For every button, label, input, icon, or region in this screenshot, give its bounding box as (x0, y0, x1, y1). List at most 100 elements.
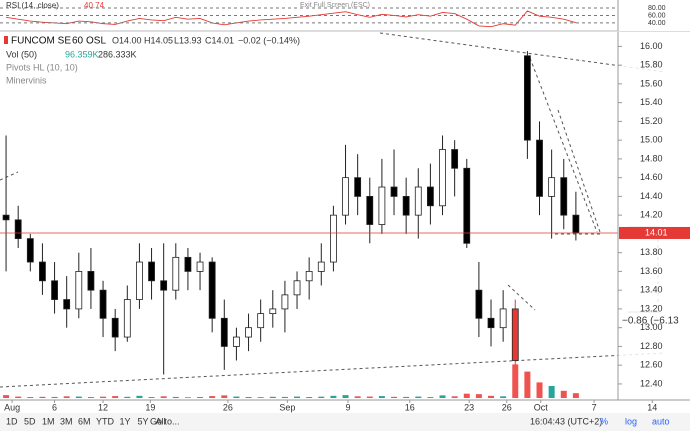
y-tick-label: 15.20 (640, 116, 663, 126)
candle-body (257, 313, 265, 329)
candle-body (451, 149, 459, 169)
x-tick-label: Oct (534, 402, 549, 412)
candle-body (390, 186, 398, 197)
volume-bar (209, 396, 216, 398)
volume-bar (221, 395, 228, 398)
x-tick-label: 23 (464, 402, 474, 412)
volume-bar (233, 396, 240, 398)
scale-option[interactable]: log (625, 416, 637, 426)
y-tick-label: 12.60 (640, 360, 663, 370)
fullscreen-notice[interactable]: Exit Full Screen (ESC) (300, 2, 370, 9)
y-tick-label: 15.00 (640, 135, 663, 145)
range-button[interactable]: 5D (24, 416, 36, 426)
price-axis (618, 32, 690, 400)
range-button[interactable]: All (156, 416, 166, 426)
x-tick-label: Sep (279, 402, 295, 412)
range-button[interactable]: 1D (6, 416, 18, 426)
candle-body (184, 256, 192, 272)
candle-body (475, 289, 483, 319)
y-tick-label: 15.60 (640, 78, 663, 88)
candle-body (572, 214, 580, 234)
volume-bar (378, 396, 385, 398)
candle-body (148, 261, 155, 282)
candle-body (511, 308, 519, 361)
candle-body (39, 261, 46, 282)
volume-bar (306, 397, 313, 398)
interval[interactable]: 60 (72, 36, 84, 47)
candle-body (26, 238, 34, 263)
symbol[interactable]: FUNCOM SE (11, 36, 71, 47)
volume-bar (281, 396, 288, 398)
x-tick-label: 26 (502, 402, 512, 412)
trend-line (0, 352, 666, 388)
range-button[interactable]: 1M (42, 416, 55, 426)
candle-body (281, 294, 289, 310)
x-tick-label: 16 (405, 402, 415, 412)
volume-bar (100, 396, 107, 398)
y-tick-label: 14.40 (640, 191, 663, 201)
scale-option[interactable]: % (600, 416, 608, 426)
candle-body (196, 261, 204, 272)
candle-body (75, 271, 83, 310)
volume-bar (269, 396, 276, 398)
trend-line (529, 57, 598, 233)
candle-body (233, 336, 240, 347)
volume-bar (245, 397, 252, 398)
exchange: OSL (86, 36, 106, 47)
volume-bar (197, 397, 204, 398)
range-button[interactable]: 6M (78, 416, 91, 426)
volume-bar (39, 396, 46, 398)
volume-bar (75, 396, 82, 398)
volume-bar (524, 371, 531, 398)
scale-option[interactable]: auto (652, 416, 670, 426)
candle-body (160, 280, 168, 291)
indicator-name[interactable]: Vol (50) (6, 49, 37, 59)
volume-bar (439, 395, 446, 398)
candle-body (523, 55, 531, 141)
y-tick-label: 12.80 (640, 341, 663, 351)
range-button[interactable]: 3M (60, 416, 73, 426)
volume-bar (15, 396, 22, 398)
x-tick-label: 26 (223, 402, 233, 412)
candle-body (136, 261, 143, 300)
volume-bar (512, 364, 519, 398)
y-tick-label: 13.40 (640, 285, 663, 295)
candle-body (366, 196, 374, 225)
volume-bar (475, 394, 482, 398)
ohlc-high: H14.05 (144, 35, 173, 45)
volume-bar (572, 393, 579, 398)
ohlc-open: O14.00 (112, 35, 142, 45)
y-tick-label: 14.20 (640, 210, 663, 220)
candle-body (414, 186, 422, 216)
volume-bar (148, 397, 155, 398)
volume-bar (318, 396, 325, 398)
volume-bar (172, 396, 179, 398)
indicator-name[interactable]: Minervinis (6, 75, 47, 85)
candle-body (111, 317, 119, 338)
volume-bar (463, 393, 470, 398)
ohlc-low: L13.93 (174, 35, 202, 45)
rsi-title: RSI (14, close) (6, 1, 59, 10)
range-button[interactable]: 5Y (138, 416, 149, 426)
volume-bar (330, 395, 337, 398)
candle-body (439, 149, 446, 207)
candle-body (487, 317, 495, 329)
rsi-value: 40.74 (84, 1, 105, 10)
y-tick-label: 12.40 (640, 378, 663, 388)
candle-body (317, 261, 325, 272)
indicator-name[interactable]: Pivots HL (10, 10) (6, 62, 78, 72)
candle-body (172, 256, 180, 291)
goto-button[interactable]: Go to... (150, 416, 180, 426)
volume-bar (451, 396, 458, 398)
range-button[interactable]: 1Y (120, 416, 131, 426)
indicator-value: 96.359K (65, 49, 99, 59)
y-tick-label: 13.80 (640, 247, 663, 257)
y-tick-label: 14.80 (640, 153, 663, 163)
candle-body (342, 177, 349, 216)
candle-body (305, 271, 313, 282)
volume-bar (63, 396, 70, 398)
clock: 16:04:43 (UTC+2) (530, 416, 602, 426)
volume-bar (536, 382, 543, 398)
range-button[interactable]: YTD (96, 416, 115, 426)
